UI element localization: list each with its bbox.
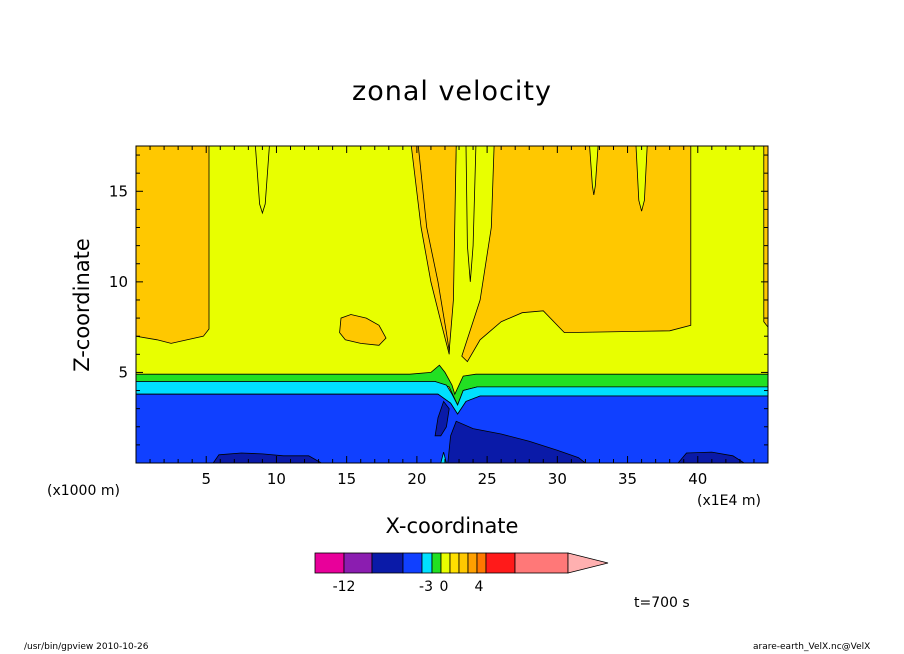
- x-axis-label: X-coordinate: [385, 514, 519, 538]
- colorbar-tick-label: 0: [440, 579, 449, 595]
- plot-frame: [135, 145, 769, 464]
- colorbar-tick-label: -12: [333, 579, 356, 595]
- axes: 5 10 15 20 25 30 35 40 5 10 15: [109, 146, 769, 488]
- colorbar-swatch: [343, 552, 373, 574]
- colorbar-swatch: [476, 552, 487, 574]
- y-tick-label: 15: [109, 182, 128, 200]
- x-tick-label: 35: [618, 470, 637, 488]
- x-tick-label: 5: [201, 470, 211, 488]
- x-unit-note-right: (x1E4 m): [697, 493, 761, 509]
- footer-source-variable: arare-earth_VelX.nc@VelX: [753, 642, 871, 652]
- x-tick-label: 10: [267, 470, 286, 488]
- colorbar-tick-label: -3: [419, 579, 433, 595]
- y-tick-label: 5: [118, 363, 128, 381]
- time-label: t=700 s: [634, 595, 690, 611]
- colorbar-swatch: [449, 552, 460, 574]
- x-tick-label: 30: [548, 470, 567, 488]
- colorbar-swatch: [402, 552, 423, 574]
- y-tick-label: 10: [109, 273, 128, 291]
- colorbar-swatch: [371, 552, 404, 574]
- colorbar: -12 -3 0 4: [314, 552, 609, 595]
- colorbar-swatch: [458, 552, 469, 574]
- colorbar-arrow: [567, 552, 609, 574]
- colorbar-swatch: [421, 552, 433, 574]
- contour-region-lower-deep-bottom-left: [212, 452, 323, 464]
- colorbar-swatch: [514, 552, 569, 574]
- x-unit-note-left: (x1000 m): [47, 483, 120, 499]
- colorbar-swatch: [431, 552, 442, 574]
- plot-area: [135, 145, 769, 464]
- contour-region-lower-deep-main: [447, 420, 587, 464]
- x-tick-label: 20: [407, 470, 426, 488]
- footer-command-date: /usr/bin/gpview 2010-10-26: [24, 642, 149, 652]
- colorbar-swatch: [467, 552, 478, 574]
- colorbar-swatch: [485, 552, 516, 574]
- x-tick-label: 40: [688, 470, 707, 488]
- chart-title: zonal velocity: [352, 76, 552, 107]
- colorbar-swatch: [440, 552, 451, 574]
- colorbar-swatch: [314, 552, 345, 574]
- contour-region-lower-deep-left: [434, 400, 450, 437]
- contour-region-upper-blob: [339, 314, 387, 346]
- x-tick-label: 25: [478, 470, 497, 488]
- x-tick-label: 15: [337, 470, 356, 488]
- contour-jet-left: [417, 145, 457, 351]
- colorbar-tick-label: 4: [475, 579, 484, 595]
